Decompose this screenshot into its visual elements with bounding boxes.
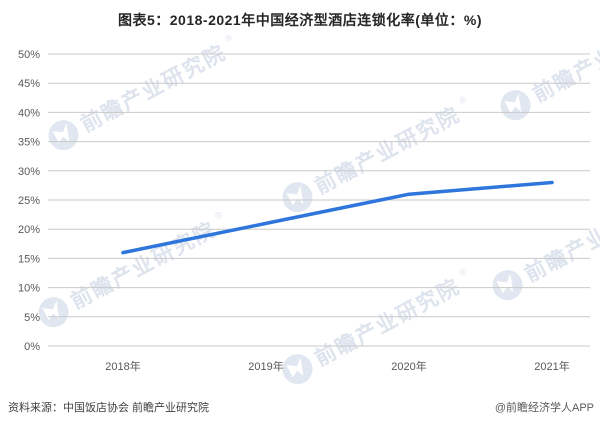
y-axis-tick-label: 15% (18, 253, 40, 265)
x-axis-tick-label: 2019年 (248, 359, 283, 373)
x-axis-tick-label: 2021年 (534, 359, 569, 373)
y-axis-tick-label: 10% (18, 283, 40, 295)
x-axis-tick-label: 2018年 (105, 359, 140, 373)
data-line-series (121, 180, 554, 255)
y-axis-tick-label: 30% (18, 166, 40, 178)
y-axis-tick-label: 25% (18, 195, 40, 207)
y-axis-tick-label: 20% (18, 224, 40, 236)
chart-title: 图表5：2018-2021年中国经济型酒店连锁化率(单位：%) (117, 12, 482, 28)
source-note: 资料来源：中国饭店协会 前瞻产业研究院 (8, 402, 210, 414)
x-axis-tick-label: 2020年 (391, 359, 426, 373)
y-axis-tick-label: 35% (18, 137, 40, 149)
y-axis-tick-label: 0% (24, 341, 40, 353)
y-axis-tick-label: 5% (24, 312, 40, 324)
y-axis-tick-label: 50% (18, 49, 40, 61)
y-axis-tick-label: 40% (18, 107, 40, 119)
y-axis-tick-label: 45% (18, 78, 40, 90)
credit-note: @前瞻经济学人APP (494, 402, 594, 414)
chart-footer: 资料来源：中国饭店协会 前瞻产业研究院 @前瞻经济学人APP (0, 397, 600, 417)
